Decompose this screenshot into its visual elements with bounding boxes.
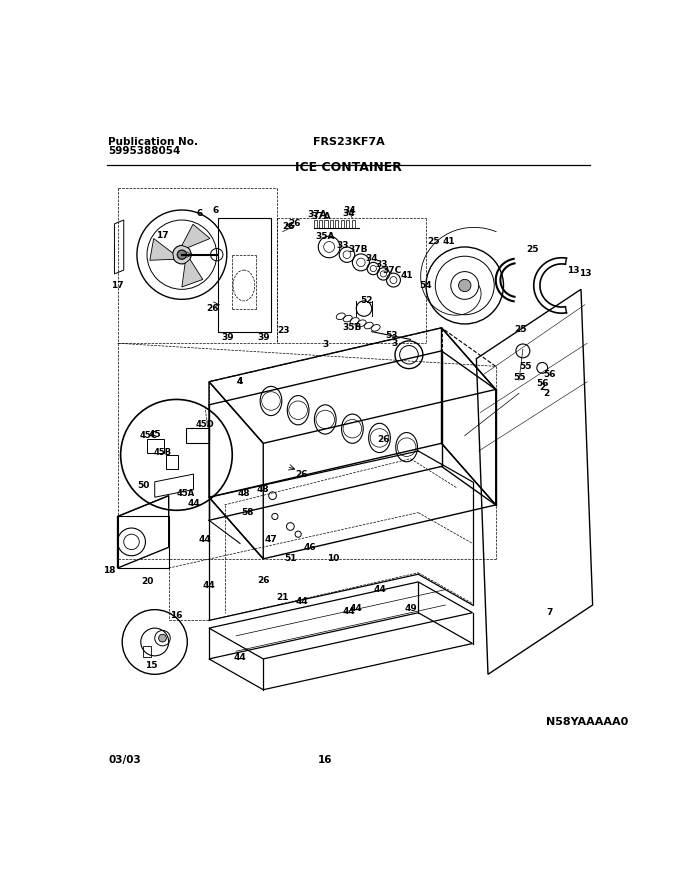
Text: 25: 25 <box>514 325 527 334</box>
Text: 44: 44 <box>373 585 386 594</box>
Text: FRS23KF7A: FRS23KF7A <box>313 137 384 147</box>
Polygon shape <box>182 224 210 247</box>
Text: 17: 17 <box>112 281 124 290</box>
Text: 3: 3 <box>322 341 328 349</box>
Text: 6: 6 <box>197 209 203 219</box>
Polygon shape <box>182 260 203 287</box>
Text: 49: 49 <box>404 604 417 613</box>
Text: Publication No.: Publication No. <box>108 137 199 147</box>
Text: 44: 44 <box>296 597 308 605</box>
Text: 15: 15 <box>145 660 157 670</box>
Circle shape <box>158 634 167 642</box>
Text: 7: 7 <box>547 608 554 618</box>
Text: 51: 51 <box>284 554 296 564</box>
Text: 37C: 37C <box>382 266 401 274</box>
Text: 55: 55 <box>519 361 532 371</box>
Circle shape <box>177 250 186 260</box>
Text: 44: 44 <box>342 607 355 616</box>
Text: 33: 33 <box>375 260 388 269</box>
Polygon shape <box>150 239 174 260</box>
Text: 10: 10 <box>327 554 339 564</box>
Text: 23: 23 <box>277 326 290 334</box>
Text: 13: 13 <box>579 269 591 279</box>
Text: 47: 47 <box>265 535 277 544</box>
Text: 2: 2 <box>539 383 545 392</box>
Text: 54: 54 <box>420 281 432 290</box>
Text: 55: 55 <box>513 374 525 382</box>
Text: 26: 26 <box>282 222 294 231</box>
Text: 2: 2 <box>543 388 549 398</box>
Text: 35A: 35A <box>316 233 335 241</box>
Text: 44: 44 <box>203 581 216 591</box>
Text: 20: 20 <box>141 577 153 586</box>
Text: 33: 33 <box>336 241 349 250</box>
Text: 58: 58 <box>241 508 254 517</box>
Bar <box>147 440 164 453</box>
Text: 45D: 45D <box>196 420 214 429</box>
Text: 44: 44 <box>199 535 211 544</box>
Text: 56: 56 <box>536 379 549 388</box>
Text: 39: 39 <box>221 333 234 341</box>
Text: 6: 6 <box>212 206 218 215</box>
Text: 35B: 35B <box>343 323 362 333</box>
Bar <box>118 517 169 568</box>
Text: 13: 13 <box>567 266 579 274</box>
Text: 41: 41 <box>401 271 413 280</box>
Text: 16: 16 <box>318 755 333 765</box>
Text: 37B: 37B <box>348 245 368 253</box>
Text: 26: 26 <box>296 469 308 479</box>
Text: 26: 26 <box>257 576 269 585</box>
Text: 45: 45 <box>148 429 161 439</box>
Text: 50: 50 <box>137 481 150 490</box>
Text: ICE CONTAINER: ICE CONTAINER <box>295 161 402 173</box>
Text: 46: 46 <box>303 543 316 551</box>
Text: 26: 26 <box>288 219 301 228</box>
Text: 45A: 45A <box>177 489 195 498</box>
Text: 25: 25 <box>428 237 440 246</box>
Text: 26: 26 <box>206 304 218 313</box>
Text: 44: 44 <box>187 499 200 508</box>
Text: 5995388054: 5995388054 <box>108 146 181 156</box>
Text: N58YAAAAA0: N58YAAAAA0 <box>546 717 628 726</box>
Text: 56: 56 <box>544 369 556 379</box>
Text: 03/03: 03/03 <box>108 755 141 765</box>
Text: 34: 34 <box>365 254 378 263</box>
Text: 3: 3 <box>392 339 398 348</box>
Text: 18: 18 <box>103 566 116 575</box>
Text: 44: 44 <box>234 653 246 662</box>
Text: 53: 53 <box>385 331 397 340</box>
Text: 4: 4 <box>237 377 243 386</box>
Text: 34: 34 <box>343 206 356 215</box>
Circle shape <box>173 246 191 264</box>
Text: 52: 52 <box>360 296 373 306</box>
Text: 21: 21 <box>276 593 289 602</box>
Text: 37A: 37A <box>307 210 327 219</box>
Text: 37A: 37A <box>311 212 331 220</box>
Text: 39: 39 <box>257 333 269 341</box>
Text: 26: 26 <box>377 435 390 444</box>
Text: 17: 17 <box>156 231 169 240</box>
Text: 4: 4 <box>237 377 243 386</box>
Text: 16: 16 <box>170 611 183 619</box>
Bar <box>186 428 209 443</box>
Text: 44: 44 <box>350 604 362 613</box>
Text: 48: 48 <box>237 489 250 498</box>
Text: 48: 48 <box>257 485 269 494</box>
Text: 45C: 45C <box>139 431 158 440</box>
Text: 41: 41 <box>443 237 456 246</box>
Text: 34: 34 <box>342 209 355 219</box>
Circle shape <box>458 280 471 292</box>
Text: 45B: 45B <box>154 448 171 457</box>
Bar <box>167 455 178 469</box>
Text: 25: 25 <box>527 245 539 253</box>
